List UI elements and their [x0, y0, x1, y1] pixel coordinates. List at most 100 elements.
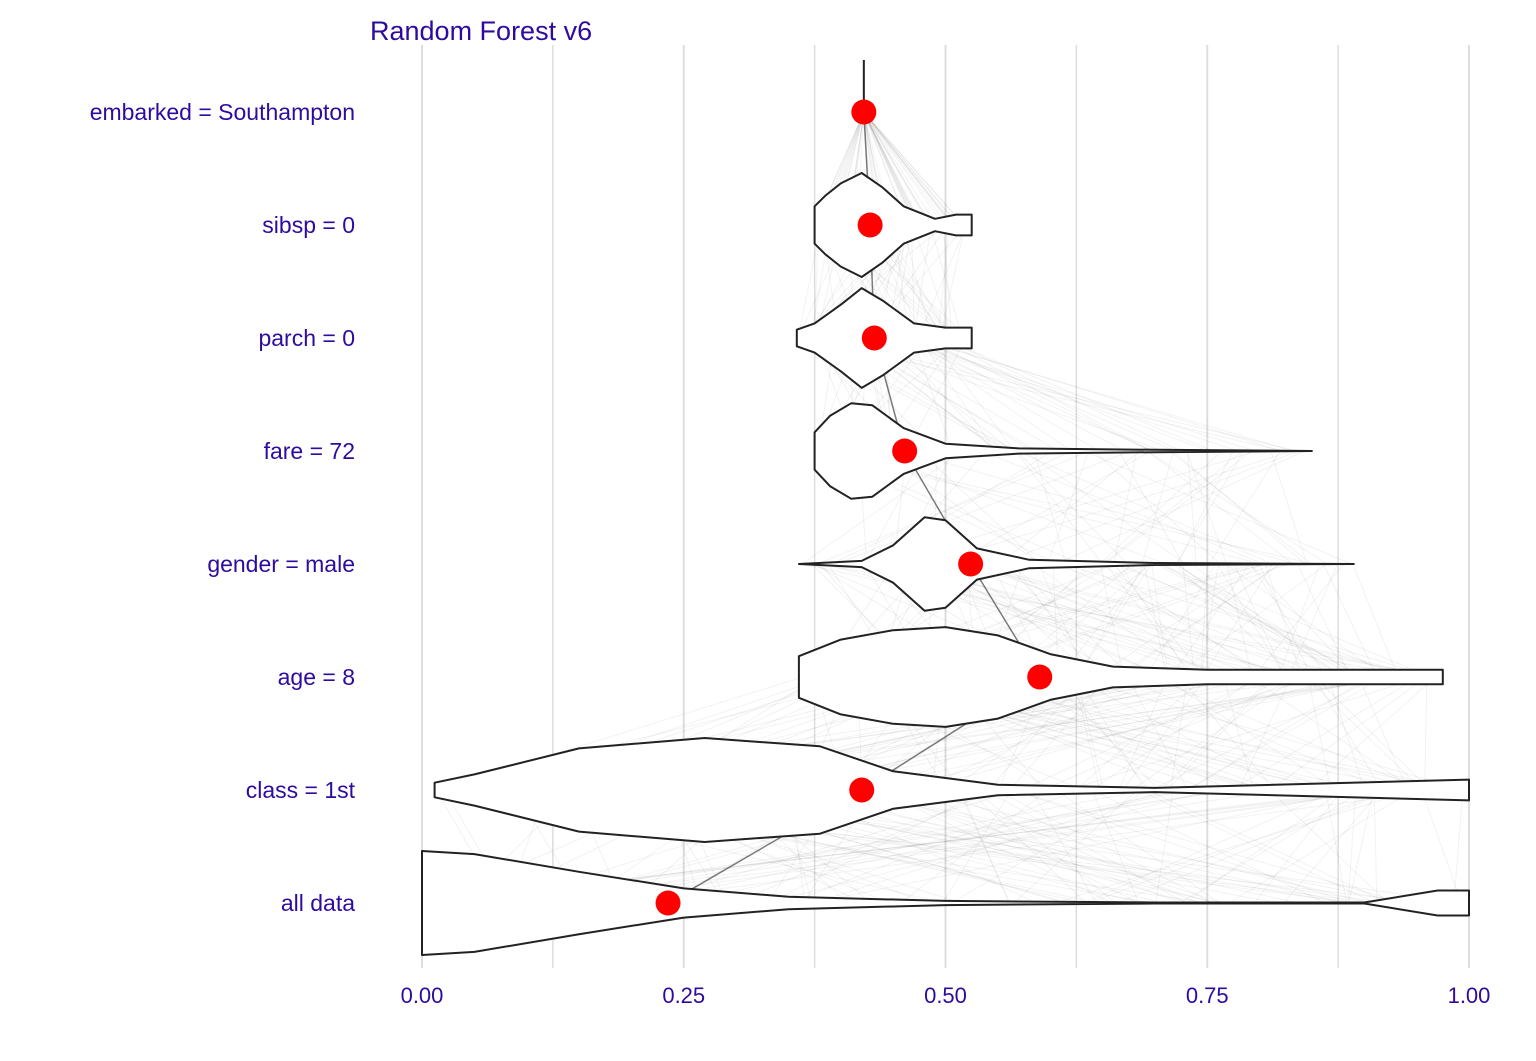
path-line	[1166, 676, 1275, 791]
path-line	[1120, 563, 1373, 678]
path-line	[940, 337, 1214, 452]
path-line	[937, 224, 950, 339]
path-line	[1146, 789, 1389, 904]
path-line	[1145, 563, 1217, 678]
path-line	[1200, 563, 1219, 678]
path-line	[973, 789, 1117, 904]
path-line	[1121, 676, 1386, 791]
path-line	[1117, 789, 1391, 904]
path-line	[1076, 676, 1105, 791]
path-line	[1073, 676, 1101, 791]
path-line	[863, 111, 917, 226]
path-line	[566, 789, 1389, 904]
path-line	[1253, 789, 1343, 904]
path-line	[1046, 450, 1090, 565]
path-line	[1313, 676, 1383, 791]
path-line	[1191, 563, 1338, 678]
path-line	[918, 337, 996, 452]
path-line	[1143, 563, 1168, 678]
path-line	[1091, 789, 1140, 904]
path-line	[902, 224, 932, 339]
path-line	[1277, 563, 1321, 678]
point-marker	[892, 438, 918, 464]
path-line	[917, 337, 1282, 452]
path-line	[905, 450, 1296, 565]
path-line	[1118, 676, 1168, 791]
points-layer	[655, 99, 1053, 916]
path-line	[835, 450, 1131, 565]
path-line	[1169, 450, 1312, 565]
path-line	[1174, 563, 1360, 678]
point-marker	[849, 777, 875, 803]
labels-layer: Random Forest v6 embarked = Southampton s…	[90, 16, 1491, 1008]
path-line	[813, 789, 1360, 904]
path-line	[634, 789, 1183, 904]
path-line	[1113, 450, 1138, 565]
path-line	[1042, 676, 1300, 791]
path-line	[1170, 676, 1188, 791]
path-line	[997, 450, 1299, 565]
path-line	[1012, 563, 1096, 678]
path-line	[1083, 789, 1337, 904]
path-line	[868, 789, 1223, 904]
path-line	[985, 789, 1186, 904]
path-line	[766, 789, 1213, 904]
path-line	[1264, 563, 1303, 678]
path-line	[1009, 676, 1109, 791]
path-line	[1141, 450, 1175, 565]
path-line	[1158, 563, 1431, 678]
path-line	[1033, 450, 1067, 565]
path-line	[769, 789, 985, 904]
path-line	[1099, 450, 1223, 565]
path-line	[1322, 563, 1378, 678]
path-line	[981, 450, 1265, 565]
path-line	[1056, 789, 1221, 904]
path-line	[1424, 676, 1428, 791]
path-line	[789, 789, 1078, 904]
x-tick-label: 0.25	[662, 983, 705, 1008]
path-line	[804, 563, 1309, 678]
path-line	[911, 337, 1125, 452]
path-line	[618, 789, 1437, 904]
path-line	[1021, 676, 1264, 791]
violin-shape	[421, 850, 1470, 956]
path-line	[978, 563, 1258, 678]
path-line	[1187, 450, 1197, 565]
path-line	[850, 676, 1384, 791]
path-line	[878, 789, 1113, 904]
path-line	[871, 789, 1182, 904]
path-line	[919, 450, 1041, 565]
path-line	[942, 789, 1012, 904]
path-line	[1179, 789, 1364, 904]
path-line	[863, 111, 952, 226]
path-line	[734, 789, 996, 904]
path-line	[1075, 676, 1205, 791]
path-line	[1114, 563, 1404, 678]
path-line	[1182, 563, 1195, 678]
path-line	[1012, 789, 1351, 904]
path-line	[1147, 450, 1294, 565]
path-line	[1283, 789, 1382, 904]
path-line	[1161, 676, 1337, 791]
path-line	[1269, 789, 1389, 904]
path-line	[1023, 450, 1186, 565]
path-line	[1307, 676, 1332, 791]
path-line	[1151, 563, 1169, 678]
path-line	[931, 450, 1293, 565]
x-tick-label: 0.50	[924, 983, 967, 1008]
path-line	[1056, 450, 1305, 565]
path-line	[1173, 563, 1296, 678]
path-line	[1249, 563, 1357, 678]
violin-shape	[813, 402, 1313, 500]
path-line	[916, 337, 1175, 452]
point-marker	[958, 551, 984, 577]
path-line	[913, 224, 932, 339]
path-line	[960, 563, 1422, 678]
path-line	[941, 337, 1182, 452]
path-line	[918, 676, 1320, 791]
path-line	[1269, 676, 1427, 791]
path-line	[929, 224, 963, 339]
path-line	[681, 789, 1188, 904]
path-line	[863, 111, 948, 226]
path-line	[1070, 676, 1463, 791]
